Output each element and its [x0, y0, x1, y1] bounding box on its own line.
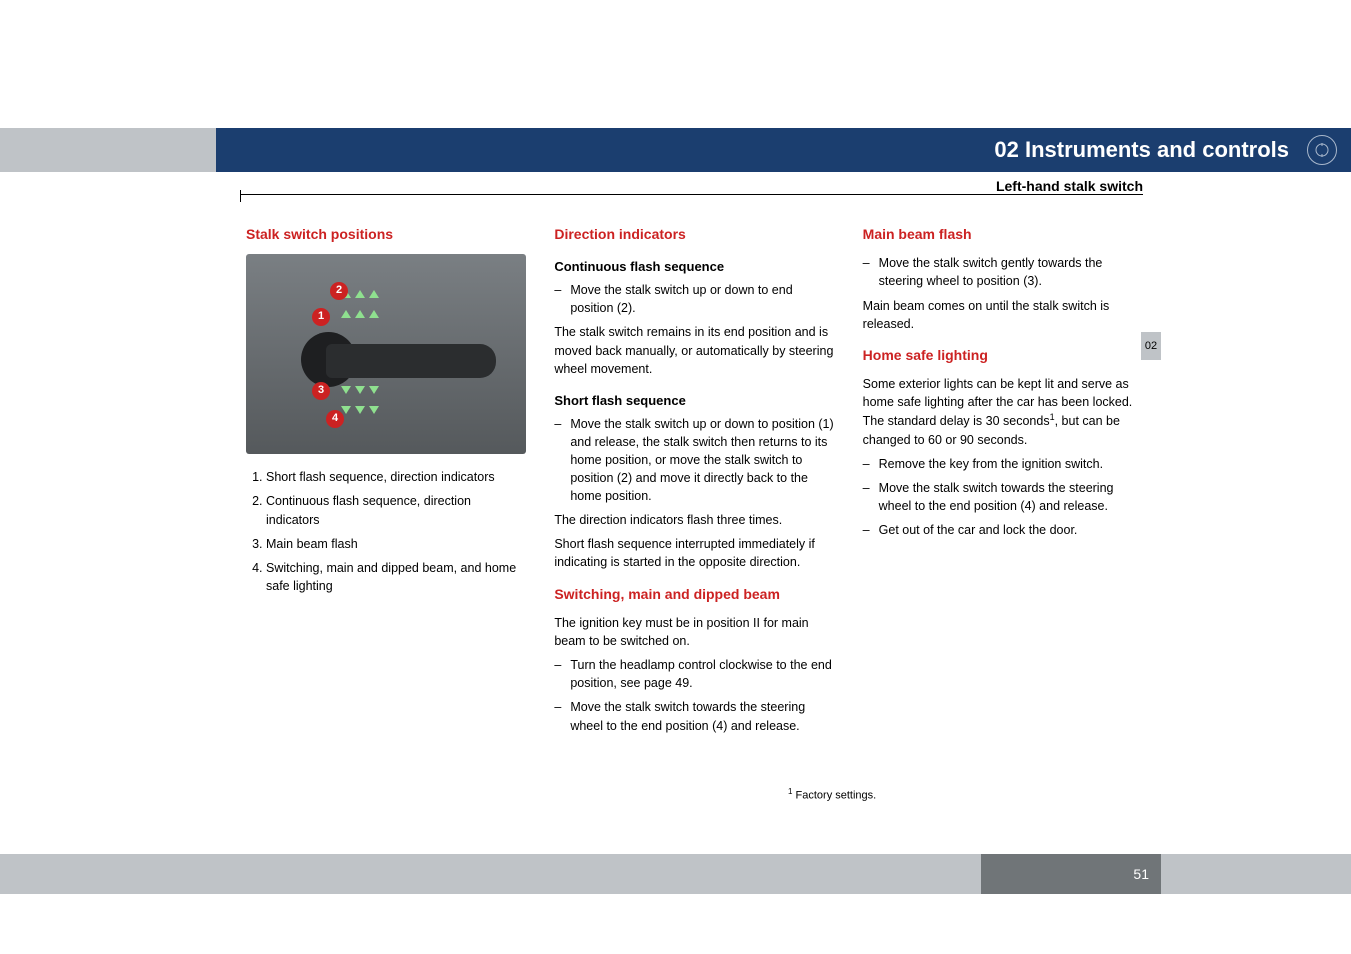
diagram-num-1: 1: [312, 308, 330, 326]
footer-bar: 51: [0, 854, 1351, 894]
list-item: Turn the headlamp control clockwise to t…: [554, 656, 834, 692]
stalk-diagram: 1 2 3 4: [246, 254, 526, 454]
col2-heading: Direction indicators: [554, 224, 834, 244]
col2-p2: The ignition key must be in position II …: [554, 614, 834, 650]
column-1: Stalk switch positions 1 2 3: [246, 224, 526, 804]
diagram-num-3: 3: [312, 382, 330, 400]
column-3: Main beam flash Move the stalk switch ge…: [863, 224, 1143, 804]
col2-sub2-list: Move the stalk switch up or down to posi…: [554, 415, 834, 506]
header-grey-block: [0, 128, 216, 172]
list-item: Move the stalk switch gently towards the…: [863, 254, 1143, 290]
list-item: Move the stalk switch up or down to posi…: [554, 415, 834, 506]
arrows-dn-1: [341, 386, 379, 394]
list-item: Main beam flash: [266, 535, 526, 553]
margin-tab: 02: [1141, 332, 1161, 360]
top-whitespace: [0, 0, 1351, 128]
col2-sub1-tail: The stalk switch remains in its end posi…: [554, 323, 834, 377]
col3-heading2: Home safe lighting: [863, 345, 1143, 365]
col2-sub2-tail1: The direction indicators flash three tim…: [554, 511, 834, 529]
subheader: Left-hand stalk switch: [0, 172, 1351, 212]
diagram-num-4: 4: [326, 410, 344, 428]
footnote-num: 1: [788, 787, 792, 796]
list-item: Switching, main and dipped beam, and hom…: [266, 559, 526, 595]
col3-heading1: Main beam flash: [863, 224, 1143, 244]
col3-h1-list: Move the stalk switch gently towards the…: [863, 254, 1143, 290]
rule-line: [240, 194, 1143, 195]
rule-tick: [240, 190, 241, 202]
page: 02 Instruments and controls Left-hand st…: [0, 0, 1351, 954]
page-number-box: 51: [981, 854, 1161, 894]
col2-list2: Turn the headlamp control clockwise to t…: [554, 656, 834, 735]
list-item: Move the stalk switch up or down to end …: [554, 281, 834, 317]
col2-sub2-title: Short flash sequence: [554, 392, 834, 411]
col2-sub1-title: Continuous flash sequence: [554, 258, 834, 277]
arrows-up-2: [341, 310, 379, 318]
column-2: Direction indicators Continuous flash se…: [554, 224, 834, 804]
list-item: Remove the key from the ignition switch.: [863, 455, 1143, 473]
section-title: Left-hand stalk switch: [996, 178, 1143, 194]
info-circle-icon: [1307, 135, 1337, 165]
page-number: 51: [1133, 866, 1149, 882]
col2-sub2-tail2: Short flash sequence interrupted immedia…: [554, 535, 834, 571]
list-item: Short flash sequence, direction indicato…: [266, 468, 526, 486]
chapter-header: 02 Instruments and controls: [0, 128, 1351, 172]
content-columns: Stalk switch positions 1 2 3: [246, 224, 1143, 804]
list-item: Get out of the car and lock the door.: [863, 521, 1143, 539]
col1-heading: Stalk switch positions: [246, 224, 526, 244]
lever-body: [326, 344, 496, 378]
col3-h1-tail: Main beam comes on until the stalk switc…: [863, 297, 1143, 333]
list-item: Move the stalk switch towards the steeri…: [863, 479, 1143, 515]
list-item: Move the stalk switch towards the steeri…: [554, 698, 834, 734]
list-item: Continuous flash sequence, direction ind…: [266, 492, 526, 528]
chapter-title: 02 Instruments and controls: [994, 137, 1289, 163]
arrows-dn-2: [341, 406, 379, 414]
col3-list2: Remove the key from the ignition switch.…: [863, 455, 1143, 540]
col2-heading2: Switching, main and dipped beam: [554, 584, 834, 604]
position-list: Short flash sequence, direction indicato…: [246, 468, 526, 595]
col2-sub1-list: Move the stalk switch up or down to end …: [554, 281, 834, 317]
col3-p2: Some exterior lights can be kept lit and…: [863, 375, 1143, 449]
footnote: 1 Factory settings.: [788, 787, 876, 802]
footnote-text: Factory settings.: [796, 790, 877, 802]
